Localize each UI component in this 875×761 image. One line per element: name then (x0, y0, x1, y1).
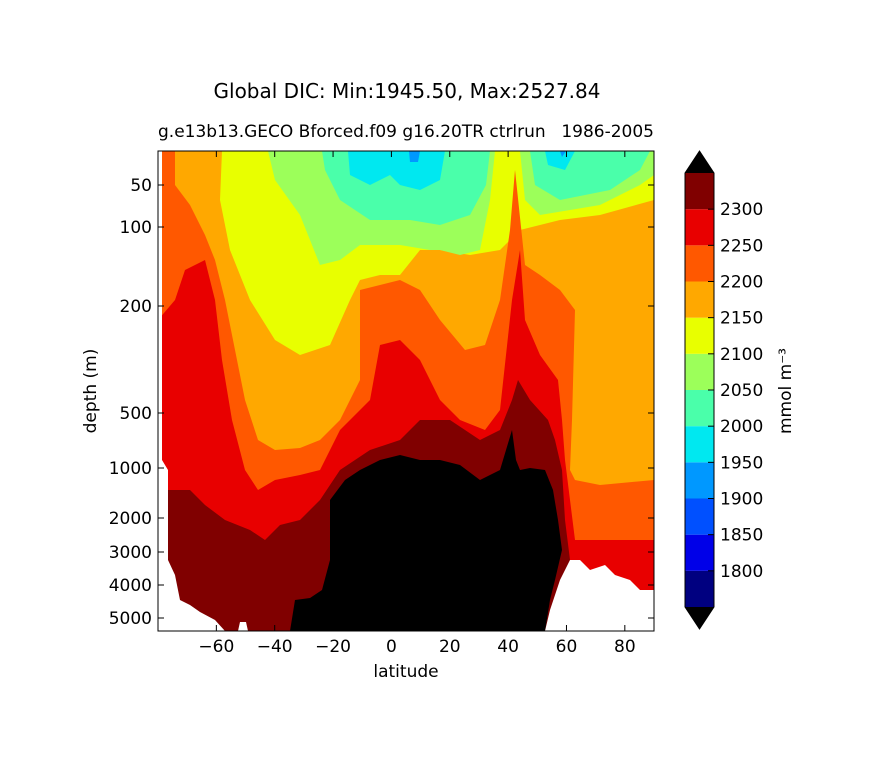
land-mask-north (545, 560, 654, 631)
colorbar-tick-label: 2150 (720, 309, 763, 329)
colorbar-segment (685, 245, 714, 282)
colorbar-segment (685, 173, 714, 210)
y-tick-label: 50 (130, 176, 152, 196)
colorbar-tick-label: 2300 (720, 200, 763, 220)
colorbar-tick-label: 1950 (720, 453, 763, 473)
colorbar-label: mmol m⁻³ (776, 348, 796, 434)
above-max-region (290, 430, 562, 631)
colorbar: 1800 1850 1900 1950 2000 2050 2100 2150 2200 2250… (684, 150, 763, 630)
colorbar-segment (685, 317, 714, 354)
colorbar-tick-label: 1800 (720, 562, 763, 582)
contour-band-1950-2000 (348, 151, 575, 190)
colorbar-tick-label: 2050 (720, 381, 763, 401)
y-tick-label: 1000 (109, 459, 152, 479)
y-axis: 50 100 200 500 1000 2000 3000 4000 5000 (109, 176, 654, 629)
x-tick-label: 80 (614, 637, 636, 657)
colorbar-segment (685, 534, 714, 571)
colorbar-segment (685, 462, 714, 499)
x-tick-label: 60 (556, 637, 578, 657)
y-tick-label: 3000 (109, 543, 152, 563)
chart-title: Global DIC: Min:1945.50, Max:2527.84 (214, 79, 601, 103)
colorbar-segment (685, 498, 714, 535)
colorbar-segment (685, 570, 714, 607)
y-tick-label: 2000 (109, 509, 152, 529)
colorbar-extend-min (685, 607, 714, 629)
y-tick-label: 5000 (109, 609, 152, 629)
colorbar-tick-label: 1900 (720, 490, 763, 510)
y-axis-label: depth (m) (81, 349, 101, 434)
x-tick-label: 40 (497, 637, 519, 657)
y-tick-label: 200 (120, 297, 152, 317)
colorbar-outline (684, 150, 715, 630)
x-tick-label: −40 (257, 637, 293, 657)
colorbar-tick-label: 2200 (720, 273, 763, 293)
plot-area (158, 151, 654, 631)
colorbar-segment (685, 390, 714, 427)
y-tick-label: 100 (120, 218, 152, 238)
colorbar-segment (685, 281, 714, 318)
colorbar-tick-label: 1850 (720, 526, 763, 546)
colorbar-extend-max (685, 151, 714, 173)
chart-subtitle-right: 1986-2005 (561, 122, 654, 142)
y-tick-label: 4000 (109, 576, 152, 596)
x-tick-label: 20 (439, 637, 461, 657)
land-mask-ridge (238, 622, 248, 631)
plot-frame (157, 150, 655, 632)
y-tick-label: 500 (120, 404, 152, 424)
chart-subtitle-left: g.e13b13.GECO Bforced.f09 g16.20TR ctrlr… (158, 122, 546, 142)
colorbar-tick-label: 2100 (720, 345, 763, 365)
x-axis: −60 −40 −20 0 20 40 60 80 (198, 151, 636, 657)
x-axis-label: latitude (373, 662, 438, 682)
colorbar-segment (685, 426, 714, 463)
colorbar-segment (685, 353, 714, 390)
x-tick-label: 0 (386, 637, 397, 657)
x-tick-label: −60 (198, 637, 234, 657)
x-tick-label: −20 (315, 637, 351, 657)
colorbar-segment (685, 209, 714, 246)
colorbar-tick-label: 2000 (720, 417, 763, 437)
colorbar-tick-label: 2250 (720, 236, 763, 256)
land-mask-south (158, 151, 225, 631)
